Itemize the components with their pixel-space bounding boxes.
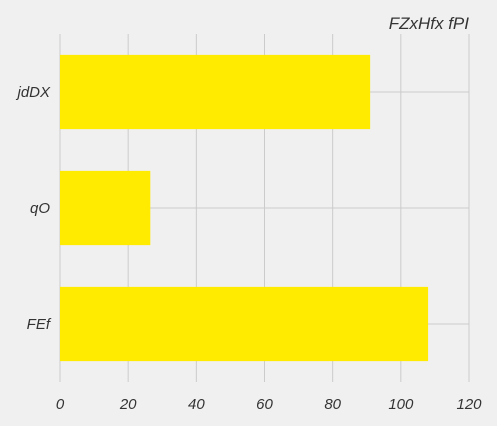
bar-jdDX xyxy=(60,54,371,130)
x-tick-label: 60 xyxy=(256,396,273,413)
x-tick-label: 40 xyxy=(188,396,205,413)
y-axis-tick-labels: jdDX qO FEf xyxy=(15,84,51,333)
x-tick-label: 20 xyxy=(119,396,137,413)
bar-qO xyxy=(60,170,151,246)
x-tick-label: 0 xyxy=(56,396,65,413)
x-axis-tick-labels: 0 20 40 60 80 100 120 xyxy=(56,396,482,413)
bar-FEf xyxy=(60,286,429,362)
chart-title: FZxHfx fPI xyxy=(389,14,470,33)
x-tick-label: 80 xyxy=(324,396,341,413)
x-tick-label: 100 xyxy=(388,396,414,413)
x-tick-label: 120 xyxy=(456,396,482,413)
bars xyxy=(60,54,429,362)
y-tick-label: qO xyxy=(30,200,50,217)
y-tick-label: jdDX xyxy=(15,84,51,101)
y-tick-label: FEf xyxy=(27,316,52,333)
